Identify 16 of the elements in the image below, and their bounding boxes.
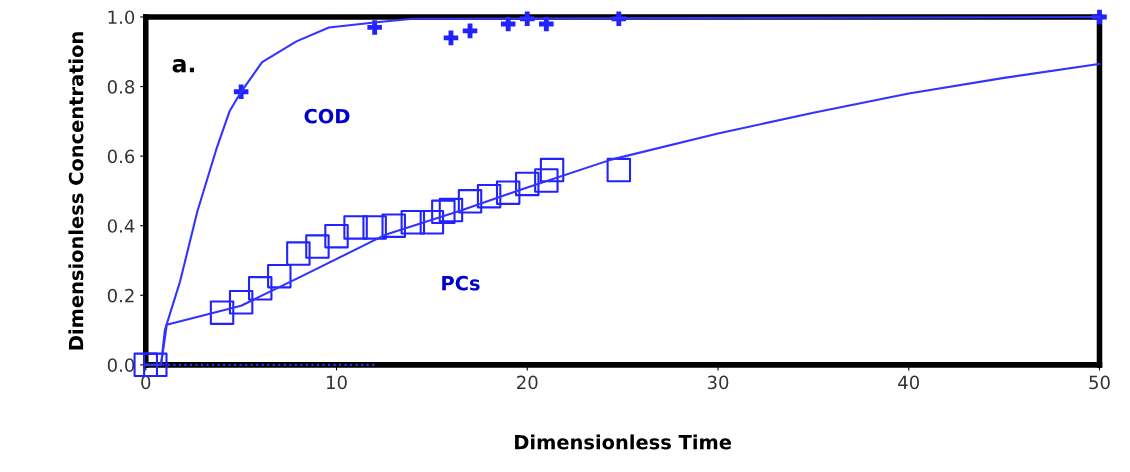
annotation: a. bbox=[172, 58, 195, 73]
x-tick-label: 20 bbox=[517, 375, 538, 390]
x-tick-label: 50 bbox=[1089, 375, 1110, 390]
y-tick-label: 0.0 bbox=[107, 358, 135, 372]
y-tick-label: 0.4 bbox=[107, 219, 135, 233]
x-axis-title: Dimensionless Time bbox=[515, 434, 732, 450]
y-tick-label: 1.0 bbox=[108, 10, 135, 25]
x-tick-label: 40 bbox=[898, 375, 920, 390]
annotation: PCs bbox=[442, 275, 480, 291]
y-tick-label: 0.8 bbox=[107, 80, 135, 94]
x-tick-label: 30 bbox=[707, 375, 729, 390]
x-tick-label: 10 bbox=[327, 375, 347, 390]
y-tick-label: 0.2 bbox=[107, 288, 134, 303]
annotation: COD bbox=[304, 108, 350, 124]
y-axis-title: Dimensionless Concentration bbox=[68, 32, 84, 350]
y-tick-label: 0.6 bbox=[107, 149, 135, 164]
